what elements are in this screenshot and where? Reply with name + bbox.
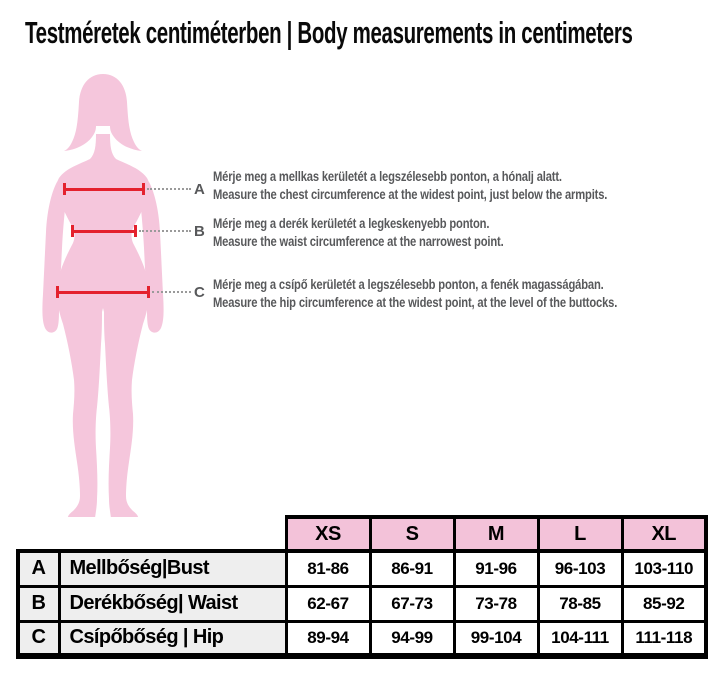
waist-dotted-leader: [139, 230, 191, 232]
measure-letter-b: B: [194, 223, 205, 240]
hip-l: 104-111: [536, 619, 624, 659]
hip-line-right-cap: [147, 286, 150, 298]
silhouette-right-arm: [139, 180, 164, 333]
waist-line-left-cap: [71, 225, 74, 237]
waist-instruction-hu: Mérje meg a derék kerületét a legkeskeny…: [213, 215, 490, 231]
bust-xs: 81-86: [284, 549, 372, 588]
size-col-header-l: L: [536, 515, 624, 553]
bust-xl: 103-110: [620, 549, 708, 588]
waist-line-right-cap: [134, 225, 137, 237]
hip-instruction-en: Measure the hip circumference at the wid…: [213, 293, 618, 310]
row-letter: C: [16, 619, 61, 659]
row-label: Mellbőség|Bust: [57, 549, 288, 588]
bust-l: 96-103: [536, 549, 624, 588]
waist-l: 78-85: [536, 584, 624, 623]
hip-xs: 89-94: [284, 619, 372, 659]
chest-line-left-cap: [63, 183, 66, 195]
hip-xl: 111-118: [620, 619, 708, 659]
hip-instructions: Mérje meg a csípő kerületét a legszélese…: [213, 276, 713, 311]
chest-instruction-en: Measure the chest circumference at the w…: [213, 185, 608, 202]
female-body-silhouette: [42, 74, 164, 522]
waist-instruction-en: Measure the waist circumference at the n…: [213, 232, 504, 249]
chest-instruction-hu: Mérje meg a mellkas kerületét a legszéle…: [213, 168, 562, 184]
hip-measure-line: [58, 291, 149, 294]
chest-measure-line: [65, 188, 144, 191]
waist-measure-line: [73, 230, 136, 233]
silhouette-torso-legs: [56, 134, 150, 522]
header-spacer: [59, 517, 286, 551]
header-spacer: [18, 517, 59, 551]
chest-line-right-cap: [142, 183, 145, 195]
measure-letter-c: C: [194, 284, 205, 301]
waist-s: 67-73: [368, 584, 456, 623]
waist-xl: 85-92: [620, 584, 708, 623]
hip-m: 99-104: [452, 619, 540, 659]
size-header-row: XS S M L XL: [18, 515, 708, 553]
table-row-hip: C Csípőbőség | Hip 89-94 94-99 99-104 10…: [16, 619, 708, 659]
hip-dotted-leader: [152, 291, 191, 293]
row-label: Derékbőség| Waist: [57, 584, 288, 623]
hip-line-left-cap: [56, 286, 59, 298]
chest-dotted-leader: [147, 188, 191, 190]
size-table: XS S M L XL A Mellbőség|Bust 81-86 86-91…: [16, 515, 708, 659]
size-col-header-xl: XL: [620, 515, 708, 553]
size-col-header-m: M: [452, 515, 540, 553]
waist-xs: 62-67: [284, 584, 372, 623]
row-label: Csípőbőség | Hip: [57, 619, 288, 659]
chest-instructions: Mérje meg a mellkas kerületét a legszéle…: [213, 168, 713, 203]
silhouette-head: [64, 74, 142, 151]
hip-instruction-hu: Mérje meg a csípő kerületét a legszélese…: [213, 276, 604, 292]
waist-m: 73-78: [452, 584, 540, 623]
page-title: Testméretek centiméterben | Body measure…: [25, 15, 633, 50]
bust-m: 91-96: [452, 549, 540, 588]
table-row-bust: A Mellbőség|Bust 81-86 86-91 91-96 96-10…: [16, 549, 708, 588]
size-col-header-s: S: [368, 515, 456, 553]
size-col-header-xs: XS: [284, 515, 372, 553]
bust-s: 86-91: [368, 549, 456, 588]
silhouette-left-arm: [42, 180, 67, 333]
row-letter: A: [16, 549, 61, 588]
hip-s: 94-99: [368, 619, 456, 659]
table-row-waist: B Derékbőség| Waist 62-67 67-73 73-78 78…: [16, 584, 708, 623]
waist-instructions: Mérje meg a derék kerületét a legkeskeny…: [213, 215, 713, 250]
measure-letter-a: A: [194, 181, 205, 198]
row-letter: B: [16, 584, 61, 623]
